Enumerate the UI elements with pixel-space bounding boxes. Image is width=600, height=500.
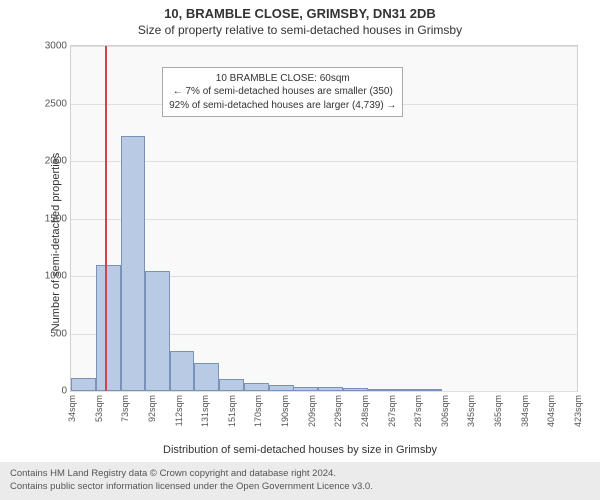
histogram-bar [194, 363, 219, 392]
histogram-bar [219, 379, 244, 392]
x-tick-label: 423sqm [573, 395, 583, 427]
legend-line-2: ← 7% of semi-detached houses are smaller… [169, 85, 396, 99]
x-tick-label: 267sqm [387, 395, 397, 427]
x-tick-label: 170sqm [253, 395, 263, 427]
gridline [71, 46, 577, 47]
x-tick-label: 384sqm [520, 395, 530, 427]
histogram-bar [293, 387, 318, 392]
histogram-bar [244, 383, 269, 391]
histogram-bar [417, 389, 442, 391]
histogram-bar [318, 387, 343, 391]
histogram-bar [121, 136, 146, 392]
histogram-bar [269, 385, 294, 391]
x-tick-label: 53sqm [94, 395, 104, 422]
footer-line-2: Contains public sector information licen… [10, 481, 590, 494]
x-tick-label: 306sqm [440, 395, 450, 427]
y-tick-label: 500 [50, 328, 71, 339]
gridline [71, 391, 577, 392]
property-marker-line [105, 46, 107, 391]
histogram-bar [368, 389, 393, 392]
gridline [71, 219, 577, 220]
x-tick-label: 34sqm [67, 395, 77, 422]
chart-title-block: 10, BRAMBLE CLOSE, GRIMSBY, DN31 2DB Siz… [0, 0, 600, 37]
x-tick-label: 73sqm [120, 395, 130, 422]
x-tick-label: 287sqm [413, 395, 423, 427]
y-tick-label: 1500 [45, 213, 71, 224]
y-tick-label: 3000 [45, 41, 71, 52]
x-tick-label: 248sqm [360, 395, 370, 427]
x-tick-label: 365sqm [493, 395, 503, 427]
chart-area: Number of semi-detached properties 10 BR… [50, 43, 588, 440]
y-axis-label: Number of semi-detached properties [50, 152, 62, 331]
x-tick-label: 209sqm [307, 395, 317, 427]
legend-line-3: 92% of semi-detached houses are larger (… [169, 99, 396, 113]
x-tick-label: 190sqm [280, 395, 290, 427]
x-tick-label: 345sqm [466, 395, 476, 427]
legend-box: 10 BRAMBLE CLOSE: 60sqm ← 7% of semi-det… [162, 67, 403, 118]
chart-subtitle: Size of property relative to semi-detach… [0, 23, 600, 37]
y-tick-label: 2000 [45, 156, 71, 167]
gridline [71, 161, 577, 162]
x-tick-label: 151sqm [227, 395, 237, 427]
chart-title: 10, BRAMBLE CLOSE, GRIMSBY, DN31 2DB [0, 6, 600, 21]
footer-line-1: Contains HM Land Registry data © Crown c… [10, 468, 590, 481]
histogram-bar [392, 389, 417, 391]
x-tick-label: 229sqm [333, 395, 343, 427]
y-tick-label: 2500 [45, 98, 71, 109]
x-axis-label: Distribution of semi-detached houses by … [0, 444, 600, 456]
y-tick-label: 1000 [45, 271, 71, 282]
x-tick-label: 112sqm [174, 395, 184, 426]
legend-line-1: 10 BRAMBLE CLOSE: 60sqm [169, 72, 396, 86]
x-tick-label: 404sqm [546, 395, 556, 427]
x-tick-label: 92sqm [147, 395, 157, 422]
histogram-bar [343, 388, 368, 391]
histogram-bar [170, 351, 195, 391]
histogram-bar [145, 271, 170, 392]
plot-area: 10 BRAMBLE CLOSE: 60sqm ← 7% of semi-det… [70, 45, 578, 392]
footer: Contains HM Land Registry data © Crown c… [0, 462, 600, 500]
histogram-bar [71, 378, 96, 392]
x-tick-label: 131sqm [200, 395, 210, 427]
histogram-bar [96, 265, 121, 392]
